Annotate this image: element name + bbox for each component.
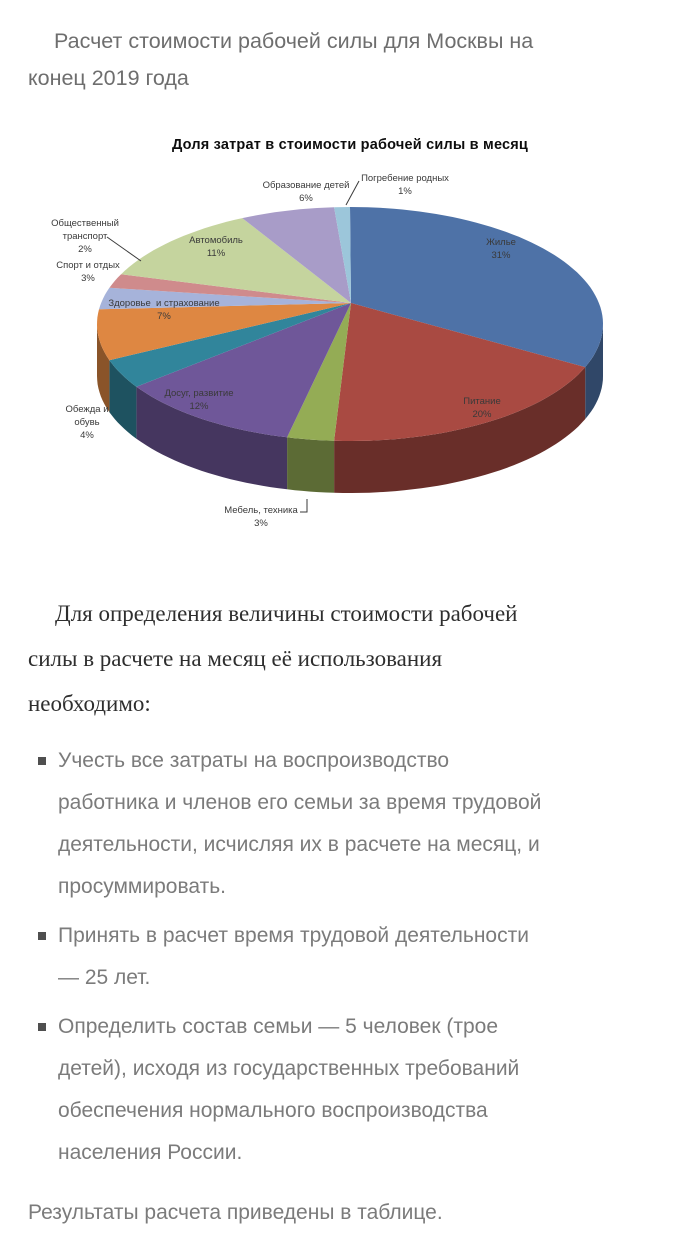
pie-slice-side — [136, 386, 288, 490]
pie-slice — [242, 207, 351, 303]
list-item-text: Определить состав семьи — 5 человек (тро… — [58, 1015, 520, 1164]
pie-slice — [334, 207, 351, 303]
list-item: Определить состав семьи — 5 человек (тро… — [28, 1006, 672, 1174]
pie-slice-label: Жилье 31% — [486, 237, 516, 261]
pie-slice-label: Питание 20% — [463, 396, 501, 420]
pie-slice — [136, 303, 351, 438]
pie-chart-figure: Доля затрат в стоимости рабочей силы в м… — [0, 129, 700, 569]
pie-slice — [334, 303, 586, 441]
bullet-square-icon — [38, 1023, 46, 1031]
page-title: Расчет стоимости рабочей силы для Москвы… — [28, 29, 534, 90]
pie-slice-label: Образование детей 6% — [262, 180, 350, 204]
pie-slice — [121, 218, 351, 303]
pie-slice — [97, 303, 351, 361]
pie-slice-label: Погребение родных 1% — [361, 173, 449, 197]
list-item-text: Принять в расчет время трудовой деятельн… — [58, 924, 529, 989]
pie-slice-side — [109, 360, 137, 439]
chart-title: Доля затрат в стоимости рабочей силы в м… — [171, 137, 529, 153]
pie-slice-label: Спорт и отдых 3% — [56, 260, 120, 284]
pie-slice-side — [97, 324, 110, 413]
pie-chart-3d — [97, 180, 603, 513]
pie-slice — [109, 274, 352, 303]
pie-slice-side — [585, 324, 603, 420]
pie-slice — [99, 287, 351, 310]
pie-slice-label: Мебель, техника 3% — [224, 505, 298, 529]
pie-slice — [109, 303, 352, 387]
pie-slice-label: Автомобиль 11% — [189, 235, 243, 259]
label-leader-line — [300, 499, 308, 513]
pie-slice-label: Обежда и обувь 4% — [65, 404, 109, 441]
pie-slice-label: Общественный транспорт 2% — [51, 218, 119, 255]
pie-slice-side — [287, 437, 335, 493]
requirements-list: Учесть все затраты на воспроизводство ра… — [28, 740, 672, 1174]
pie-slice — [287, 303, 351, 441]
closing-paragraph: Результаты расчета приведены в таблице. — [28, 1201, 443, 1224]
list-item-text: Учесть все затраты на воспроизводство ра… — [58, 749, 542, 898]
pie-slice — [350, 207, 603, 368]
label-leader-line — [345, 180, 360, 206]
intro-paragraph: Для определения величины стоимости рабоч… — [28, 601, 518, 716]
label-leader-line — [106, 236, 142, 262]
list-item: Учесть все затраты на воспроизводство ра… — [28, 740, 672, 908]
pie-slice-label: Здоровье и страхование 7% — [108, 298, 220, 322]
pie-slice-label: Досуг, развитие 12% — [164, 388, 234, 412]
bullet-square-icon — [38, 757, 46, 765]
pie-slice-side — [334, 367, 586, 493]
list-item: Принять в расчет время трудовой деятельн… — [28, 915, 672, 999]
bullet-square-icon — [38, 932, 46, 940]
